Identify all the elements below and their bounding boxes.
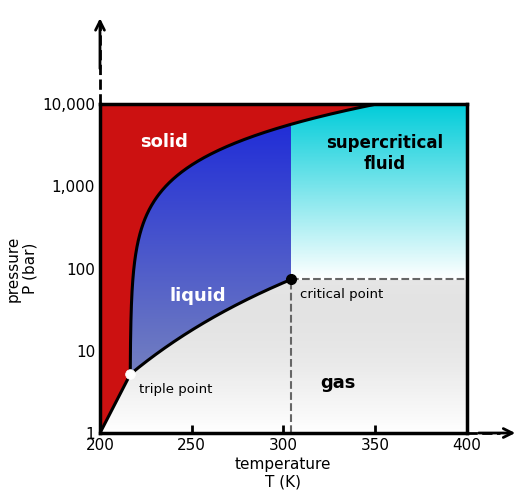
Text: critical point: critical point xyxy=(300,288,383,300)
Text: gas: gas xyxy=(320,374,355,392)
X-axis label: temperature
T (K): temperature T (K) xyxy=(235,457,332,490)
Text: solid: solid xyxy=(140,133,188,151)
Text: triple point: triple point xyxy=(140,383,213,396)
Text: liquid: liquid xyxy=(170,287,226,305)
Polygon shape xyxy=(100,104,376,433)
Text: supercritical
fluid: supercritical fluid xyxy=(326,134,443,173)
Y-axis label: pressure
P (bar): pressure P (bar) xyxy=(6,236,38,302)
